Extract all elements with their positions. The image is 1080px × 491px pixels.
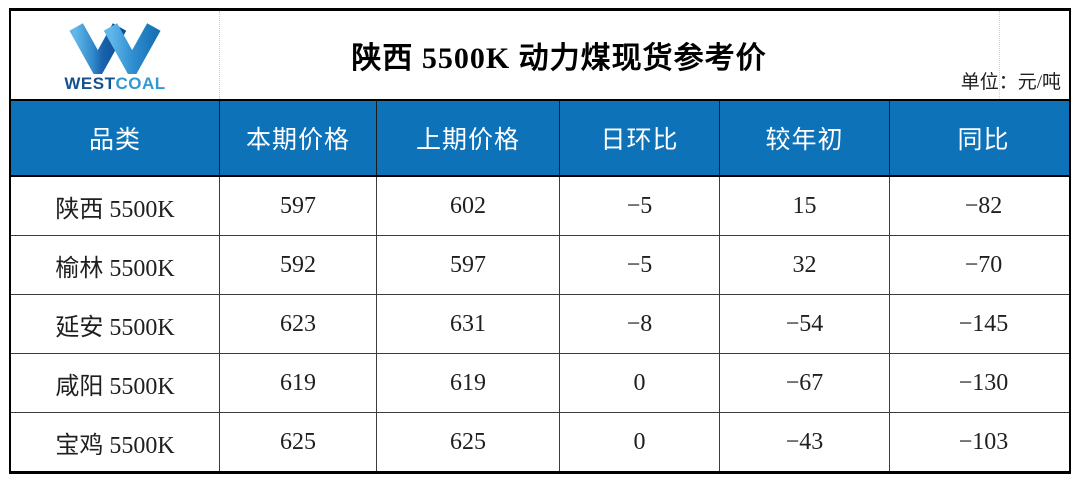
brand-wordmark: WESTCOAL bbox=[64, 75, 165, 92]
value-cell: −5 bbox=[559, 236, 719, 294]
value-cell: −130 bbox=[889, 354, 1077, 412]
table-row: 延安 5500K 623 631 −8 −54 −145 bbox=[11, 294, 1069, 353]
price-table-card: WESTCOAL 陕西 5500K 动力煤现货参考价 单位：元/吨 品类 本期价… bbox=[9, 8, 1071, 474]
value-cell: 597 bbox=[219, 177, 376, 235]
value-cell: −145 bbox=[889, 295, 1077, 353]
table-body: 陕西 5500K 597 602 −5 15 −82 榆林 5500K 592 597 −5 32−… bbox=[11, 177, 1069, 471]
unit-label: 单位：元/吨 bbox=[960, 72, 1061, 93]
value-cell: −82 bbox=[889, 177, 1077, 235]
column-header-yoy-change: 同比 bbox=[889, 101, 1077, 175]
column-header-ytd-change: 较年初 bbox=[719, 101, 889, 175]
column-header-current-price: 本期价格 bbox=[219, 101, 376, 175]
category-cell: 咸阳 5500K bbox=[55, 373, 175, 400]
value-cell: 15 bbox=[719, 177, 889, 235]
value-cell: 0 bbox=[559, 354, 719, 412]
value-cell: −54 bbox=[719, 295, 889, 353]
value-cell: −43 bbox=[719, 413, 889, 471]
table-row: 榆林 5500K 592 597 −5 32 −70 bbox=[11, 235, 1069, 294]
card-header: WESTCOAL 陕西 5500K 动力煤现货参考价 单位：元/吨 bbox=[11, 11, 1069, 101]
category-cell: 宝鸡 5500K bbox=[55, 432, 175, 459]
category-cell: 陕西 5500K bbox=[55, 196, 175, 223]
value-cell: 597 bbox=[376, 236, 559, 294]
unit-divider bbox=[999, 11, 1000, 99]
table-row: 陕西 5500K 597 602 −5 15 −82 bbox=[11, 177, 1069, 235]
table-row: 宝鸡 5500K 625 625 0 −43 −103 bbox=[11, 412, 1069, 471]
value-cell: −67 bbox=[719, 354, 889, 412]
value-cell: 625 bbox=[376, 413, 559, 471]
column-header-daily-change: 日环比 bbox=[559, 101, 719, 175]
category-cell: 延安 5500K bbox=[55, 314, 175, 341]
column-header-previous-price: 上期价格 bbox=[376, 101, 559, 175]
brand-logo: WESTCOAL bbox=[11, 11, 220, 99]
value-cell: 32 bbox=[719, 236, 889, 294]
value-cell: 0 bbox=[559, 413, 719, 471]
table-header-row: 品类 本期价格 上期价格 日环比 较年初 同比 bbox=[11, 101, 1069, 177]
table-row: 咸阳 5500K 619 619 0 −67 −130 bbox=[11, 353, 1069, 412]
value-cell: 623 bbox=[219, 295, 376, 353]
category-cell: 榆林 5500K bbox=[55, 255, 175, 282]
value-cell: 592 bbox=[219, 236, 376, 294]
wordmark-west: WEST bbox=[64, 74, 116, 93]
value-cell: −5 bbox=[559, 177, 719, 235]
wordmark-coal: COAL bbox=[115, 74, 166, 93]
value-cell: −103 bbox=[889, 413, 1077, 471]
value-cell: 619 bbox=[376, 354, 559, 412]
westcoal-w-logo-icon bbox=[69, 23, 161, 74]
value-cell: 602 bbox=[376, 177, 559, 235]
value-cell: −8 bbox=[559, 295, 719, 353]
value-cell: −70 bbox=[889, 236, 1077, 294]
value-cell: 625 bbox=[219, 413, 376, 471]
value-cell: 619 bbox=[219, 354, 376, 412]
value-cell: 631 bbox=[376, 295, 559, 353]
page-title: 陕西 5500K 动力煤现货参考价 bbox=[351, 42, 767, 75]
column-header-category: 品类 bbox=[88, 127, 141, 154]
